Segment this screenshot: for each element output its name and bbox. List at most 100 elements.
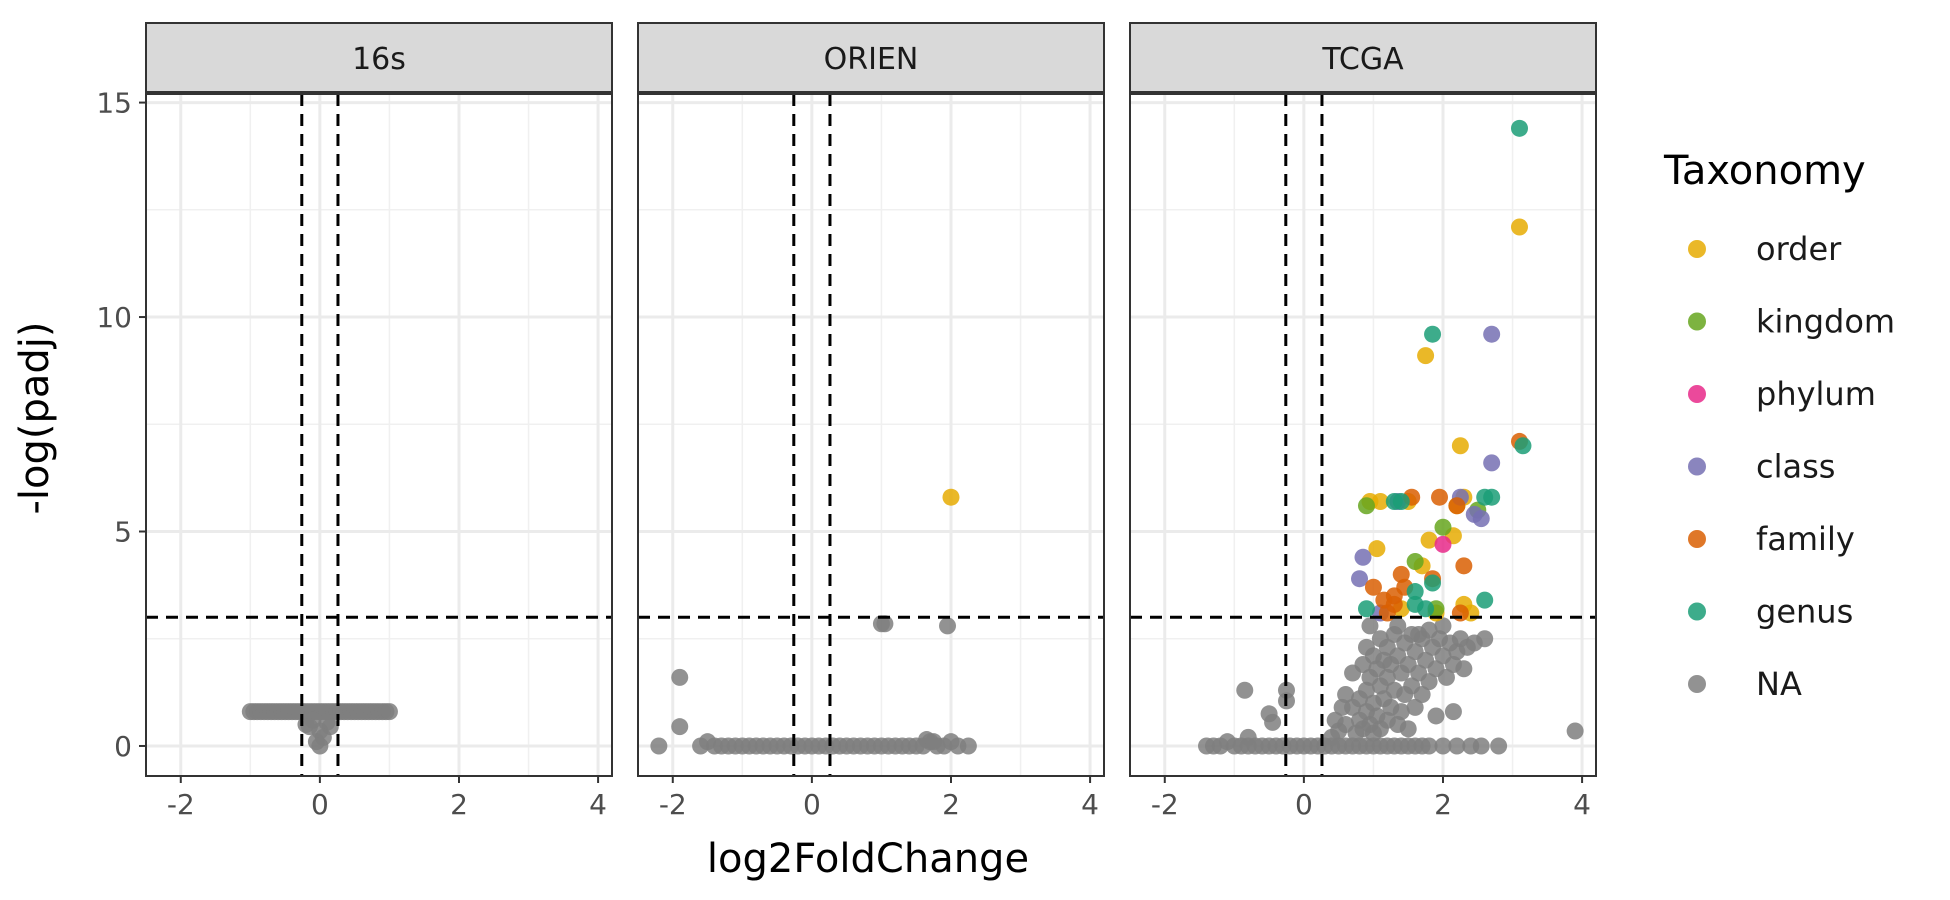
legend-item-class: class <box>1688 448 1835 486</box>
data-point <box>311 737 329 755</box>
legend-title: Taxonomy <box>1663 148 1866 194</box>
plot-background <box>146 94 612 776</box>
data-point <box>1420 531 1438 549</box>
data-point <box>1510 218 1528 236</box>
series-phylum <box>1434 535 1452 553</box>
x-tick-label: -2 <box>1151 788 1179 821</box>
data-point <box>1510 119 1528 137</box>
x-tick-label: -2 <box>659 788 687 821</box>
panel-16s: 16s -2 0 2 4 0 5 10 15 <box>96 22 613 821</box>
data-point <box>1413 686 1431 704</box>
panel-border <box>637 93 1105 777</box>
legend-key <box>1688 240 1706 258</box>
data-point <box>1476 630 1494 648</box>
legend-item-na: NA <box>1688 665 1802 703</box>
data-point <box>1399 720 1417 738</box>
data-point <box>1427 707 1445 725</box>
data-point <box>1417 347 1435 365</box>
x-tick-label: -2 <box>167 788 195 821</box>
legend-key <box>1688 457 1706 476</box>
data-point <box>650 737 668 755</box>
panel-tcga: TCGA -2 0 2 4 <box>1129 22 1597 821</box>
data-point <box>1472 737 1490 755</box>
y-tick-label: 15 <box>96 87 132 120</box>
data-point <box>1392 492 1410 510</box>
x-tick-label: 2 <box>942 788 960 821</box>
data-point <box>1364 578 1382 596</box>
data-point <box>1434 617 1452 635</box>
data-point <box>1361 617 1379 635</box>
legend-label: phylum <box>1756 375 1876 413</box>
legend-item-phylum: phylum <box>1688 375 1876 413</box>
data-point <box>1476 591 1494 609</box>
data-point <box>959 737 977 755</box>
panel-border <box>1129 93 1597 777</box>
x-tick-label: 2 <box>1434 788 1452 821</box>
data-point <box>1437 668 1455 686</box>
data-point <box>671 718 689 736</box>
facet-strip-label: TCGA <box>1321 42 1404 77</box>
data-point <box>1444 703 1462 721</box>
data-point <box>1378 604 1396 622</box>
data-point <box>1455 557 1473 575</box>
data-point <box>1451 604 1469 622</box>
series-genus <box>1357 119 1532 618</box>
data-point <box>1451 437 1469 455</box>
data-point <box>1431 488 1449 506</box>
facet-strip <box>145 22 613 93</box>
data-point <box>1354 548 1372 566</box>
data-point <box>1420 673 1438 691</box>
data-point <box>1368 540 1386 558</box>
legend-item-kingdom: kingdom <box>1688 303 1895 341</box>
legend-label: family <box>1756 520 1855 558</box>
legend-item-family: family <box>1688 520 1855 558</box>
data-point <box>1483 454 1501 472</box>
data-point <box>1371 492 1389 510</box>
legend-item-genus: genus <box>1688 593 1853 631</box>
legend-label: order <box>1756 230 1842 268</box>
data-point <box>1448 737 1466 755</box>
legend-label: NA <box>1756 665 1802 703</box>
data-point <box>1566 722 1584 740</box>
data-point <box>925 733 943 751</box>
data-point <box>1236 681 1254 699</box>
x-tick-label: 2 <box>450 788 468 821</box>
legend-label: kingdom <box>1756 303 1895 341</box>
data-point <box>1337 686 1355 704</box>
legend-key <box>1688 385 1706 403</box>
panels-group: 16s -2 0 2 4 0 5 10 15 ORIEN -2 0 2 4 TCGA -2 0 2 4 <box>96 22 1597 821</box>
data-point <box>1357 681 1375 699</box>
legend-key <box>1688 530 1706 548</box>
x-tick-label: 0 <box>1295 788 1313 821</box>
legend-key <box>1688 675 1706 693</box>
legend-item-order: order <box>1688 230 1842 268</box>
data-point <box>671 668 689 686</box>
data-point <box>1490 737 1508 755</box>
data-point <box>1448 497 1466 515</box>
data-point <box>1378 668 1396 686</box>
data-point <box>876 615 894 633</box>
legend-label: class <box>1756 448 1835 486</box>
data-point <box>1239 728 1257 746</box>
data-point <box>1455 660 1473 678</box>
data-point <box>1434 518 1452 536</box>
data-point <box>1514 437 1532 455</box>
data-point <box>1357 497 1375 515</box>
series-na <box>241 703 398 755</box>
data-point <box>1406 553 1424 571</box>
data-point <box>380 703 398 721</box>
data-point <box>939 617 957 635</box>
data-point <box>1264 713 1282 731</box>
data-point <box>1434 737 1452 755</box>
x-tick-label: 4 <box>1081 788 1099 821</box>
y-tick-label: 10 <box>96 301 132 334</box>
data-point <box>1434 535 1452 553</box>
data-point <box>1483 325 1501 343</box>
facet-strip <box>637 22 1105 93</box>
legend-label: genus <box>1756 593 1853 631</box>
data-point <box>1406 698 1424 716</box>
facet-strip <box>1129 22 1597 93</box>
series-order <box>942 488 960 506</box>
data-point <box>942 488 960 506</box>
